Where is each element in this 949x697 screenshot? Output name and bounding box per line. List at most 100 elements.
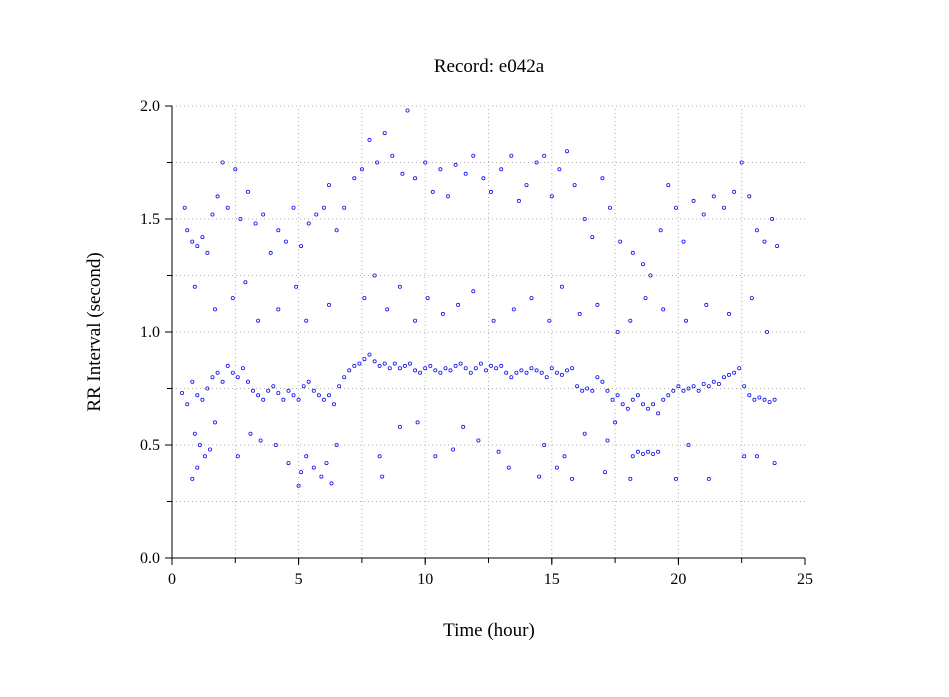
data-point <box>630 250 635 255</box>
data-point <box>448 368 453 373</box>
y-tick-label: 0.5 <box>140 437 160 454</box>
data-point <box>765 329 770 334</box>
data-point <box>582 216 587 221</box>
data-point <box>534 160 539 165</box>
data-point <box>499 363 504 368</box>
data-point <box>483 368 488 373</box>
data-point <box>299 470 304 475</box>
data-point <box>547 318 552 323</box>
data-point <box>605 388 610 393</box>
data-point <box>402 363 407 368</box>
data-point <box>291 205 296 210</box>
data-point <box>286 388 291 393</box>
data-point <box>468 370 473 375</box>
y-tick-label: 1.0 <box>140 324 160 341</box>
data-point <box>243 280 248 285</box>
data-point <box>648 273 653 278</box>
data-point <box>747 194 752 199</box>
data-point <box>661 307 666 312</box>
data-point <box>438 370 443 375</box>
data-point <box>643 296 648 301</box>
data-point <box>476 438 481 443</box>
data-point <box>253 221 258 226</box>
data-point <box>245 189 250 194</box>
data-point <box>673 476 678 481</box>
data-point <box>565 149 570 154</box>
data-point <box>615 393 620 398</box>
data-point <box>671 388 676 393</box>
data-point <box>630 454 635 459</box>
data-point <box>258 438 263 443</box>
data-point <box>190 239 195 244</box>
data-point <box>347 368 352 373</box>
data-point <box>268 250 273 255</box>
data-point <box>656 449 661 454</box>
data-point <box>600 379 605 384</box>
data-point <box>516 198 521 203</box>
data-point <box>182 205 187 210</box>
data-point <box>245 379 250 384</box>
data-point <box>397 424 402 429</box>
data-point <box>775 244 780 249</box>
data-point <box>425 296 430 301</box>
data-point <box>463 366 468 371</box>
data-point <box>306 221 311 226</box>
data-point <box>716 381 721 386</box>
data-point <box>321 205 326 210</box>
data-point <box>514 370 519 375</box>
data-point <box>656 411 661 416</box>
data-point <box>519 368 524 373</box>
data-point <box>739 160 744 165</box>
data-point <box>415 420 420 425</box>
data-point <box>481 176 486 181</box>
data-point <box>557 167 562 172</box>
data-point <box>314 212 319 217</box>
data-point <box>706 476 711 481</box>
data-point <box>377 454 382 459</box>
data-point <box>230 370 235 375</box>
data-point <box>225 205 230 210</box>
data-point <box>658 228 663 233</box>
data-point <box>342 375 347 380</box>
x-tick-label: 15 <box>544 571 560 588</box>
data-point <box>334 442 339 447</box>
data-point <box>197 442 202 447</box>
data-point <box>220 160 225 165</box>
data-point <box>646 406 651 411</box>
data-point <box>542 153 547 158</box>
data-point <box>273 442 278 447</box>
data-point <box>582 431 587 436</box>
data-point <box>195 244 200 249</box>
data-point <box>397 366 402 371</box>
data-point <box>488 189 493 194</box>
data-point <box>210 212 215 217</box>
data-point <box>509 153 514 158</box>
data-point <box>565 368 570 373</box>
data-point <box>185 228 190 233</box>
data-point <box>405 108 410 113</box>
data-point <box>367 352 372 357</box>
data-point <box>646 449 651 454</box>
data-point <box>299 244 304 249</box>
data-point <box>458 361 463 366</box>
data-point <box>494 366 499 371</box>
data-point <box>192 284 197 289</box>
grid <box>172 105 805 558</box>
data-points <box>180 108 780 488</box>
data-point <box>451 447 456 452</box>
data-point <box>407 361 412 366</box>
data-point <box>524 370 529 375</box>
data-point <box>600 176 605 181</box>
data-point <box>294 284 299 289</box>
data-point <box>537 474 542 479</box>
data-point <box>473 366 478 371</box>
data-point <box>770 216 775 221</box>
data-point <box>377 363 382 368</box>
data-point <box>210 375 215 380</box>
data-point <box>488 363 493 368</box>
data-point <box>742 384 747 389</box>
data-point <box>722 375 727 380</box>
data-point <box>727 311 732 316</box>
data-point <box>329 481 334 486</box>
